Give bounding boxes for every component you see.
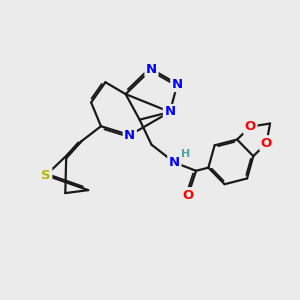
Text: N: N <box>124 129 135 142</box>
Text: N: N <box>164 106 175 118</box>
Text: O: O <box>261 137 272 150</box>
Text: O: O <box>182 189 194 202</box>
Text: O: O <box>244 120 256 133</box>
Text: H: H <box>181 149 190 159</box>
Text: N: N <box>169 156 180 169</box>
Text: N: N <box>172 77 183 91</box>
Text: S: S <box>41 169 51 182</box>
Text: N: N <box>146 63 157 76</box>
